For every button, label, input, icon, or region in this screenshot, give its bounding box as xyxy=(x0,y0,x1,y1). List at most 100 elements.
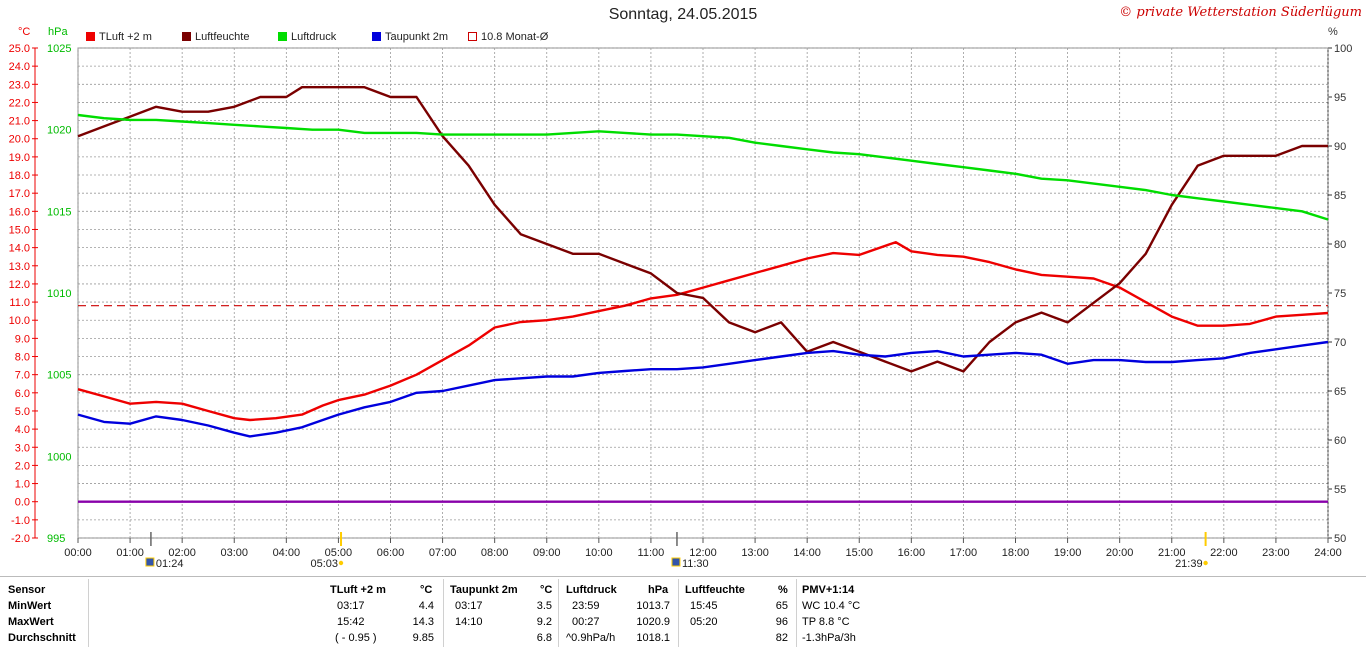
time-tick-label: 03:00 xyxy=(220,547,248,559)
temp-tick-label: 15.0 xyxy=(9,224,30,236)
time-tick-label: 14:00 xyxy=(793,547,821,559)
stats-dew-min: 3.5 xyxy=(536,600,552,612)
pressure-tick-label: 1010 xyxy=(47,288,71,300)
series-line-luftfeuchte xyxy=(77,85,1328,373)
time-tick-label: 17:00 xyxy=(950,547,978,559)
pressure-tick-label: 1000 xyxy=(47,451,71,463)
sunset-time-label: 21:39 xyxy=(1175,558,1203,570)
time-tick-label: 07:00 xyxy=(429,547,457,559)
temp-tick-label: 13.0 xyxy=(9,261,30,273)
time-tick-label: 12:00 xyxy=(689,547,717,559)
temp-tick-label: 7.0 xyxy=(15,370,30,382)
stats-dew-unit: °C xyxy=(540,584,553,596)
time-tick-label: 15:00 xyxy=(845,547,873,559)
temp-tick-label: 19.0 xyxy=(9,152,30,164)
temp-unit-label: °C xyxy=(18,26,31,38)
time-tick-label: 18:00 xyxy=(1002,547,1030,559)
temp-tick-label: 3.0 xyxy=(15,442,30,454)
stats-humidity-avg: 82 xyxy=(775,632,788,644)
stats-row-max: MaxWert xyxy=(8,616,54,628)
humidity-tick-label: 55 xyxy=(1334,484,1346,496)
time-tick-label: 24:00 xyxy=(1314,547,1342,559)
time-tick-label: 22:00 xyxy=(1210,547,1238,559)
time-tick-label: 01:00 xyxy=(116,547,144,559)
stats-pressure-max-time: 00:27 xyxy=(572,616,600,628)
stats-temp-unit: °C xyxy=(420,584,433,596)
time-tick-label: 20:00 xyxy=(1106,547,1134,559)
humidity-tick-label: 85 xyxy=(1334,190,1346,202)
legend-swatch-pressure xyxy=(278,32,287,41)
stats-temp-avg: 9.85 xyxy=(412,632,434,644)
pressure-tick-label: 1025 xyxy=(47,43,71,55)
stats-temp-header: TLuft +2 m xyxy=(330,584,386,596)
stats-divider xyxy=(796,579,797,647)
time-tick-label: 08:00 xyxy=(481,547,509,559)
stats-row-sensor: Sensor xyxy=(8,584,46,596)
stats-humidity-max-time: 05:20 xyxy=(690,616,718,628)
temp-tick-label: 4.0 xyxy=(15,424,30,436)
stats-pressure-unit: hPa xyxy=(648,584,669,596)
temp-tick-label: 20.0 xyxy=(9,134,30,146)
moonrise-icon xyxy=(145,557,155,567)
sunrise-dot xyxy=(338,560,344,566)
stats-dew-max: 9.2 xyxy=(536,616,552,628)
stats-temp-avg-note: ( - 0.95 ) xyxy=(335,632,377,644)
time-tick-label: 05:00 xyxy=(325,547,353,559)
humidity-tick-label: 95 xyxy=(1334,92,1346,104)
temp-tick-label: 11.0 xyxy=(9,297,30,309)
stats-dewpoint-current: TP 8.8 °C xyxy=(802,616,850,628)
time-tick-label: 00:00 xyxy=(64,547,92,559)
stats-dew-min-time: 03:17 xyxy=(455,600,483,612)
temp-tick-label: 24.0 xyxy=(9,61,30,73)
humidity-tick-label: 60 xyxy=(1334,435,1346,447)
temp-tick-label: 25.0 xyxy=(9,43,30,55)
stats-temp-min: 4.4 xyxy=(418,600,434,612)
stats-dew-header: Taupunkt 2m xyxy=(450,584,518,596)
stats-divider xyxy=(558,579,559,647)
pressure-tick-label: 1005 xyxy=(47,370,71,382)
time-tick-label: 06:00 xyxy=(377,547,405,559)
stats-row-min: MinWert xyxy=(8,600,52,612)
stats-temp-max: 14.3 xyxy=(412,616,434,628)
temp-tick-label: 2.0 xyxy=(15,460,30,472)
stats-humidity-min-time: 15:45 xyxy=(690,600,718,612)
time-tick-label: 13:00 xyxy=(741,547,769,559)
pressure-tick-label: 1015 xyxy=(47,206,71,218)
stats-pressure-min: 1013.7 xyxy=(636,600,670,612)
sunset-dot xyxy=(1203,560,1208,566)
stats-pressure-min-time: 23:59 xyxy=(572,600,600,612)
time-tick-label: 21:00 xyxy=(1158,547,1186,559)
legend-swatch-dewpoint xyxy=(372,32,381,41)
temp-tick-label: 0.0 xyxy=(15,497,30,509)
legend-item-temperature: TLuft +2 m xyxy=(86,31,152,43)
temp-tick-label: 17.0 xyxy=(9,188,30,200)
humidity-tick-label: 80 xyxy=(1334,239,1346,251)
stats-humidity-min: 65 xyxy=(775,600,788,612)
stats-humidity-max: 96 xyxy=(775,616,788,628)
legend-item-dewpoint: Taupunkt 2m xyxy=(372,31,448,43)
stats-pressure-trend-3h: -1.3hPa/3h xyxy=(802,632,856,644)
humidity-tick-label: 50 xyxy=(1334,533,1346,545)
temp-tick-label: 14.0 xyxy=(9,243,30,255)
time-tick-label: 19:00 xyxy=(1054,547,1082,559)
temp-tick-label: -1.0 xyxy=(11,515,30,527)
series-line-taupunkt-2m xyxy=(77,340,1329,438)
temp-tick-label: 1.0 xyxy=(15,479,30,491)
pressure-unit-label: hPa xyxy=(48,26,68,38)
stats-divider xyxy=(88,579,89,647)
stats-pressure-avg: 1018.1 xyxy=(636,632,670,644)
moonset-time-label: 11:30 xyxy=(682,558,709,570)
stats-pressure-header: Luftdruck xyxy=(566,584,617,596)
stats-divider xyxy=(443,579,444,647)
legend-item-pressure: Luftdruck xyxy=(278,31,336,43)
temp-tick-label: 21.0 xyxy=(9,116,30,128)
stats-dew-max-time: 14:10 xyxy=(455,616,483,628)
stats-humidity-header: Luftfeuchte xyxy=(685,584,745,596)
temp-tick-label: 9.0 xyxy=(15,333,30,345)
legend-item-humidity: Luftfeuchte xyxy=(182,31,249,43)
temp-tick-label: 23.0 xyxy=(9,79,30,91)
stats-dew-avg: 6.8 xyxy=(536,632,552,644)
temp-tick-label: -2.0 xyxy=(11,533,30,545)
statistics-table: Sensor MinWert MaxWert Durchschnitt TLuf… xyxy=(0,576,1366,650)
temp-tick-label: 8.0 xyxy=(15,352,30,364)
